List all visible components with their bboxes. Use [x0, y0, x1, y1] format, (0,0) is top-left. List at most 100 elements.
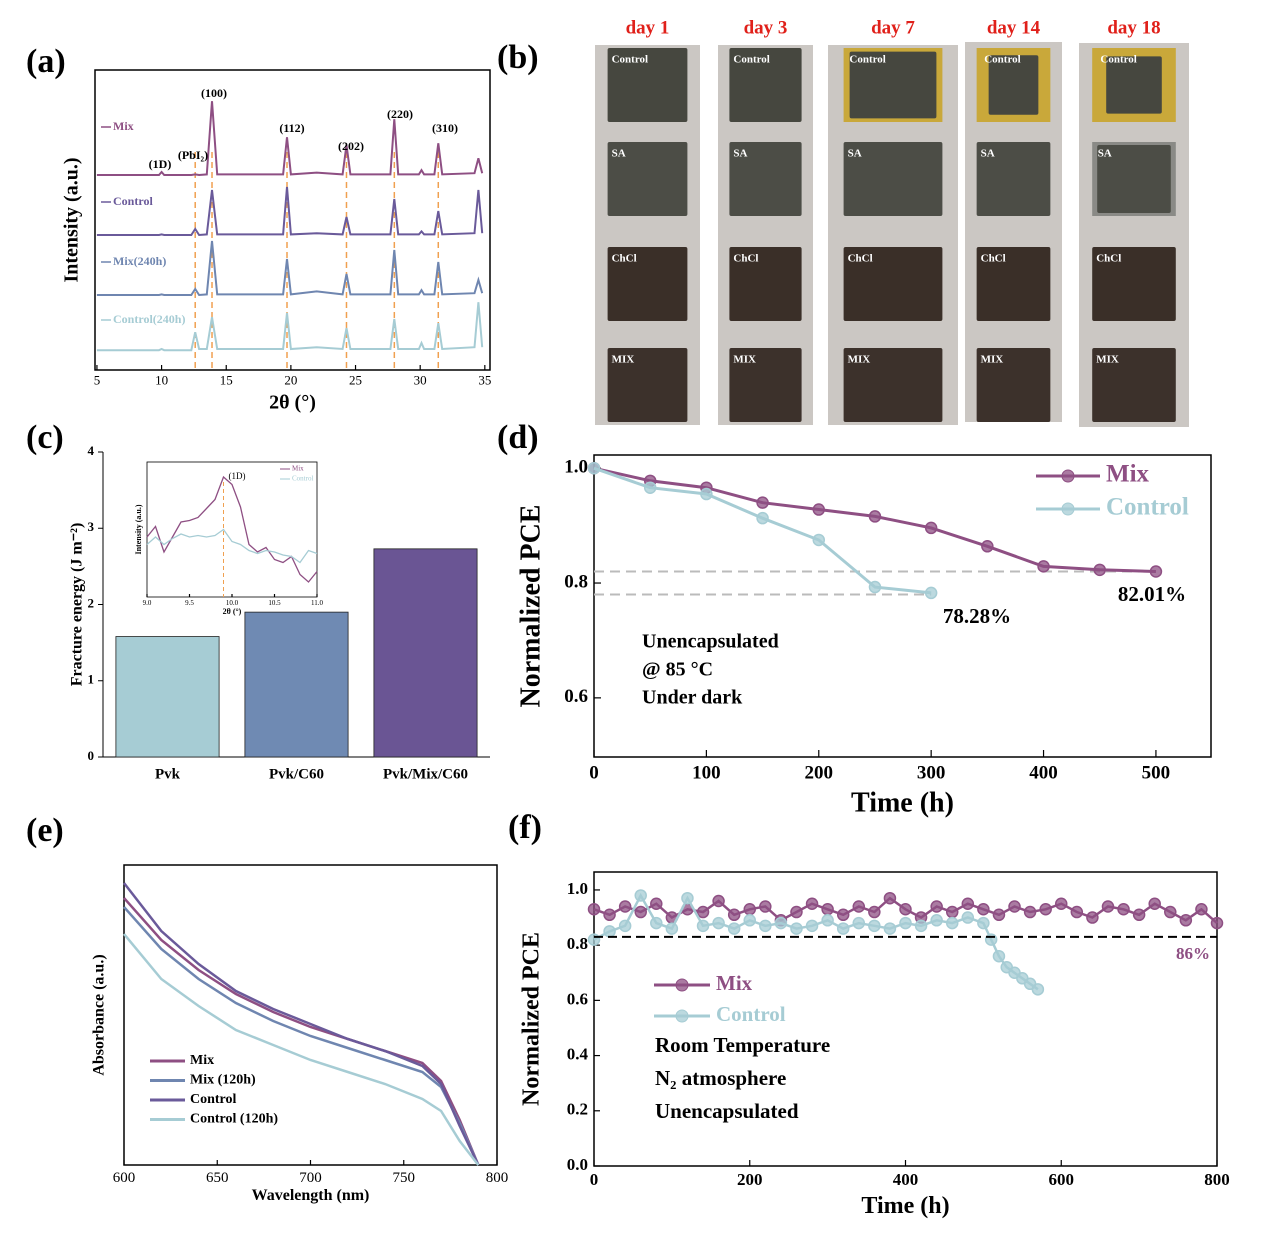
data-point [821, 914, 834, 927]
data-point [914, 919, 928, 933]
series-line [123, 933, 480, 1166]
peak-label: (220) [387, 107, 413, 121]
sample-label: SA [848, 148, 862, 160]
sample-label: Control [612, 54, 648, 66]
data-point [1101, 900, 1115, 913]
sample-label: ChCl [733, 253, 758, 265]
data-point [852, 900, 866, 913]
peak-label: (1D) [229, 471, 246, 481]
x-tick-label: 500 [1142, 762, 1171, 783]
data-point [1117, 903, 1130, 916]
data-point [836, 908, 850, 922]
legend-label: Control(240h) [113, 312, 185, 326]
series-line [96, 186, 484, 237]
x-tick-label: 400 [1029, 762, 1058, 783]
sample-label: MIX [733, 354, 756, 366]
y-axis-label: Fracture energy (J m⁻²) [69, 523, 86, 687]
x-tick-label: 20 [284, 373, 297, 388]
data-point [727, 922, 741, 935]
note: N₂ atmosphere [655, 1066, 786, 1090]
data-point [712, 894, 725, 908]
data-point [743, 903, 756, 916]
panel-label: (f) [508, 809, 542, 846]
film [729, 247, 802, 321]
data-point [924, 521, 938, 535]
data-point [1008, 900, 1021, 913]
sample-label: ChCl [981, 253, 1006, 265]
x-axis-label: Time (h) [861, 1193, 949, 1219]
film [729, 48, 802, 122]
data-point [759, 919, 772, 933]
annotation: 78.28% [943, 604, 1011, 628]
x-tick-label: 200 [737, 1170, 763, 1189]
data-point [1070, 905, 1084, 919]
y-tick-label: 0.8 [567, 934, 588, 953]
data-point [1055, 897, 1068, 910]
legend-label: Control [113, 194, 153, 208]
film [849, 51, 937, 119]
data-point [836, 922, 850, 935]
panel-label: (e) [26, 812, 64, 849]
y-tick-label: 0.6 [564, 686, 588, 707]
y-tick-label: 3 [88, 519, 95, 534]
data-point [1148, 897, 1161, 910]
sample-label: MIX [981, 354, 1004, 366]
film [1092, 348, 1176, 422]
data-point [634, 889, 647, 902]
x-tick-label: Pvk/Mix/C60 [383, 766, 468, 782]
data-point [1149, 565, 1163, 578]
x-tick-label: 10.0 [226, 599, 239, 607]
legend-label: Mix [113, 119, 134, 133]
note: Room Temperature [655, 1033, 830, 1057]
data-point [868, 510, 882, 523]
bar [115, 636, 220, 758]
sample-label: MIX [612, 354, 635, 366]
day-label: day 18 [1107, 17, 1160, 38]
data-point [696, 919, 710, 933]
note: Under dark [642, 687, 743, 709]
data-point [790, 922, 803, 935]
x-tick-label: 35 [478, 373, 491, 388]
y-tick-label: 0.0 [567, 1155, 588, 1174]
x-tick-label: 800 [1204, 1170, 1230, 1189]
plot-frame [94, 69, 491, 371]
panel-label: (b) [497, 39, 539, 76]
x-tick-label: 25 [349, 373, 362, 388]
data-point [992, 949, 1006, 963]
legend-label: Mix(240h) [113, 254, 166, 268]
legend-label: Mix [1106, 461, 1150, 488]
bar [244, 611, 349, 758]
film [729, 348, 802, 422]
data-point [961, 911, 975, 924]
film [976, 247, 1051, 321]
series-line [146, 528, 318, 564]
series-line [123, 882, 480, 1166]
legend-marker [1061, 502, 1075, 516]
legend-marker [675, 978, 689, 992]
y-axis-label: Normalized PCE [515, 505, 546, 708]
note: Unencapsulated [655, 1099, 799, 1123]
data-point [1210, 916, 1224, 930]
sample-label: Control [733, 54, 769, 66]
legend-marker [675, 1009, 689, 1023]
data-point [618, 919, 632, 933]
data-point [883, 891, 897, 905]
data-point [1031, 983, 1045, 996]
series-line [123, 897, 480, 1166]
data-point [759, 900, 772, 913]
note: @ 85 °C [642, 659, 713, 681]
data-point [1023, 905, 1037, 919]
peak-label: (100) [201, 86, 227, 100]
y-axis-label: Normalized PCE [519, 932, 545, 1106]
legend-label: Control [1106, 494, 1189, 521]
data-point [930, 914, 943, 927]
data-point [868, 905, 881, 919]
y-tick-label: 1.0 [564, 457, 588, 478]
data-point [868, 580, 882, 594]
y-tick-label: 0.6 [567, 989, 588, 1008]
data-point [743, 914, 756, 927]
data-point [756, 496, 769, 509]
sample-label: MIX [848, 354, 871, 366]
x-axis-label: Time (h) [851, 787, 954, 818]
x-axis-label: 2θ (°) [269, 391, 316, 413]
